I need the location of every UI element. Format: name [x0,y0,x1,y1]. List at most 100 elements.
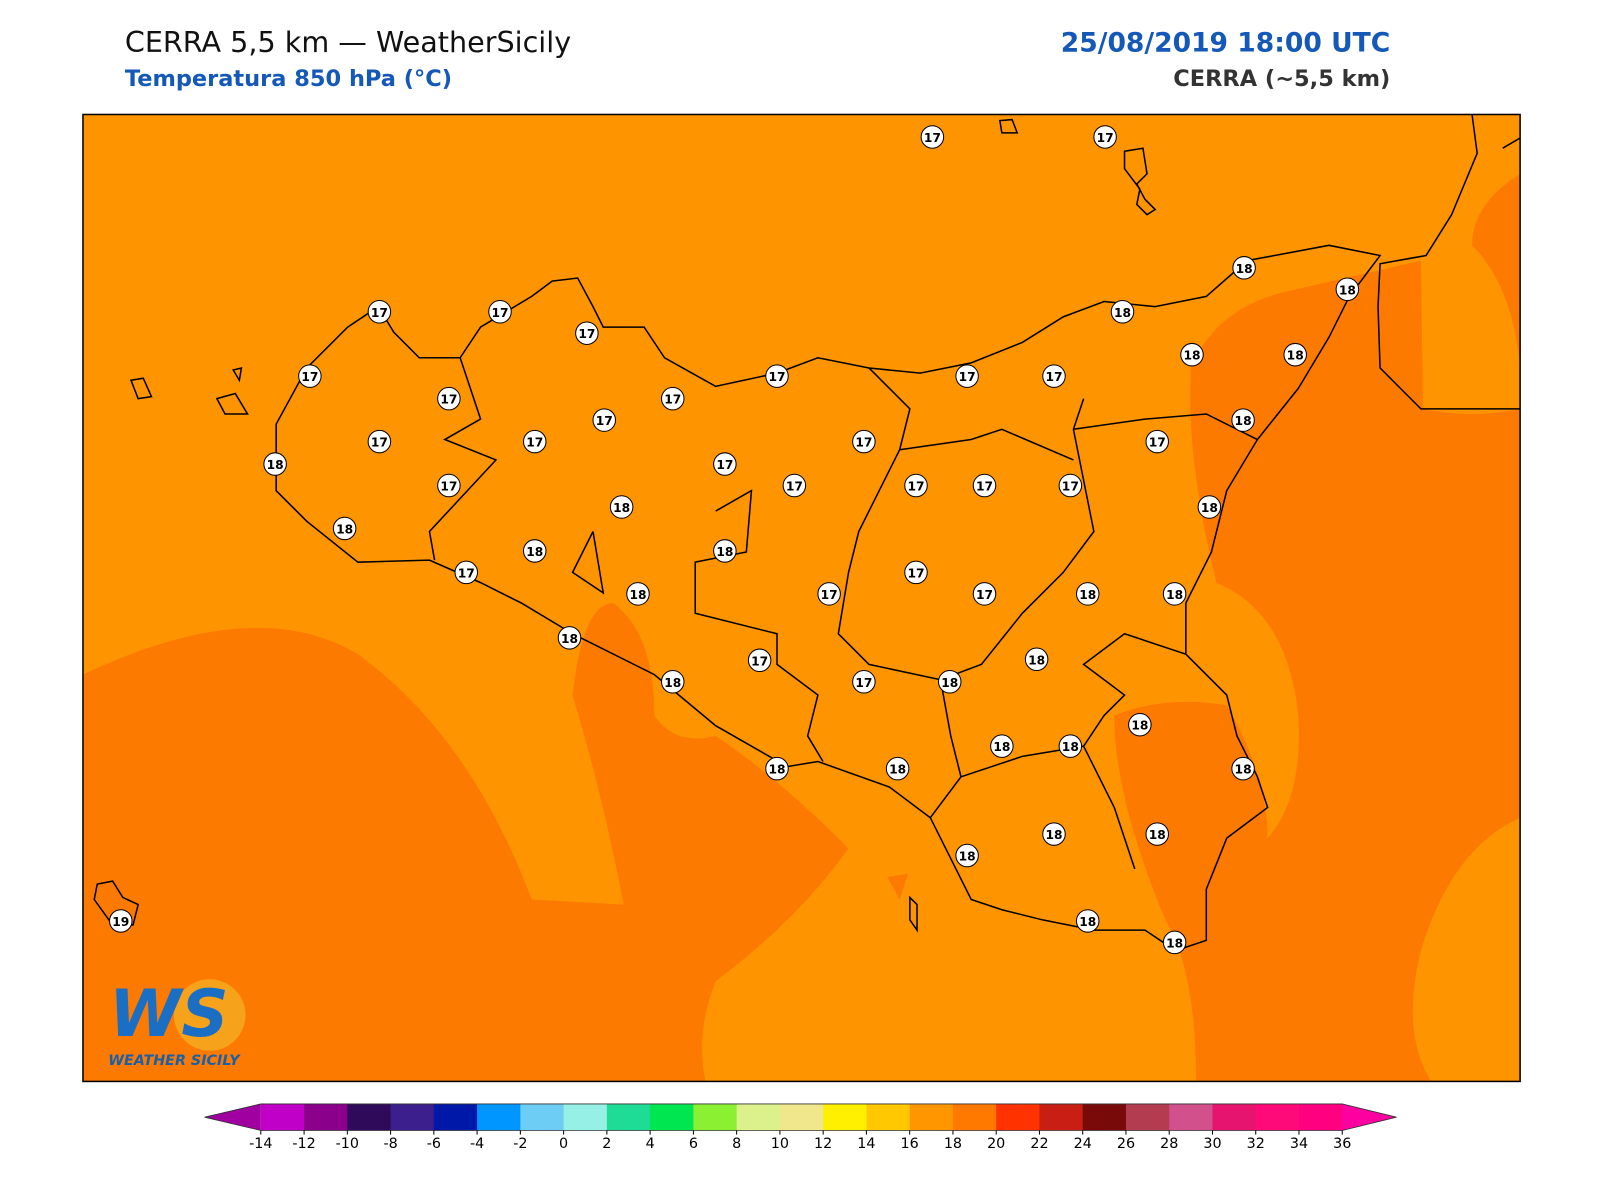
station-marker [367,300,392,324]
colorbar-tick-label: 6 [689,1136,698,1152]
colorbar-segment [1039,1103,1084,1131]
station-marker [1075,909,1100,933]
colorbar-tick-label: 26 [1117,1136,1135,1152]
colorbar-tick-label: -4 [470,1136,484,1152]
title: CERRA 5,5 km — WeatherSicily [125,25,571,59]
station-marker [488,300,512,324]
station-value: 17 [716,458,733,472]
colorbar-segment [433,1103,478,1131]
station: 17 [367,300,392,324]
colorbar-tick-label: 4 [646,1136,655,1152]
station-marker [713,452,737,476]
station: 17 [972,473,997,498]
station-value: 18 [629,588,646,602]
station-value: 18 [1339,283,1356,297]
map-frame [82,113,1521,1083]
station-value: 17 [1045,370,1062,384]
station-marker [522,429,547,454]
station: 18 [263,452,287,476]
station-value: 18 [1183,349,1200,363]
station-value: 17 [976,480,993,494]
station-value: 18 [613,501,630,515]
colorbar-segment [996,1103,1040,1131]
station: 18 [557,626,582,650]
station-marker [557,626,582,650]
station: 18 [1042,822,1066,846]
station-marker [660,386,685,411]
station-value: 17 [907,480,924,494]
station-value: 18 [1062,740,1079,754]
station: 17 [765,364,789,388]
station: 17 [488,300,512,324]
station: 17 [904,560,928,585]
station-marker [1162,582,1187,606]
station: 18 [937,670,962,694]
station-value: 18 [1235,763,1252,777]
colorbar-tick-label: 10 [771,1136,789,1152]
station: 17 [454,560,479,585]
station-marker [626,582,650,606]
station: 17 [955,364,979,388]
station-marker [765,364,789,388]
colorbar-segment [736,1103,781,1131]
station-value: 18 [1166,588,1183,602]
station-marker [1197,495,1222,519]
station-value: 18 [1201,501,1218,515]
station: 17 [367,429,392,454]
station: 18 [1075,909,1100,933]
station-marker [1231,408,1255,432]
station-marker [765,756,789,781]
station-value: 18 [1166,936,1183,950]
station-value: 17 [526,436,543,450]
station-marker [904,560,928,585]
colorbar-segment [260,1103,305,1131]
station: 18 [1180,342,1204,367]
station: 19 [109,909,133,933]
colorbar-tick-label: 28 [1160,1136,1178,1152]
station: 18 [1335,277,1360,302]
station-marker [1024,647,1049,672]
station: 18 [1232,256,1256,280]
colorbar-segment [477,1103,521,1131]
colorbar-segment [347,1103,392,1131]
station-value: 18 [1028,653,1045,667]
station: 18 [1162,582,1187,606]
station-marker [575,321,599,345]
station-marker [263,452,287,476]
colorbar-tick-label: 12 [814,1136,832,1152]
colorbar-tick-label: -2 [513,1136,527,1152]
colorbar-tick-label: 18 [944,1136,962,1152]
station-marker [972,473,997,498]
station: 17 [437,473,461,498]
station-value: 17 [458,566,475,580]
station-value: 18 [889,763,906,777]
station-marker [1093,125,1117,149]
colorbar-tick-label: -14 [249,1136,272,1152]
station: 18 [522,539,547,563]
station-value: 17 [855,436,872,450]
colorbar-tick-label: 0 [559,1136,568,1152]
station-value: 17 [491,306,508,320]
colorbar-segment [520,1103,565,1131]
station-marker [1180,342,1204,367]
station-marker [817,582,841,606]
colorbar-segment [693,1103,738,1131]
station-marker [1058,473,1083,498]
stations: 17 17 18 18 17 17 17 18 18 18 17 17 17 17 17 17 17 18 17 17… [109,125,1360,955]
station-value: 18 [1235,414,1252,428]
colorbar-segment [304,1103,348,1131]
logo-mark: WS [109,976,228,1052]
station-value: 18 [1236,262,1253,276]
station: 17 [660,386,685,411]
station: 17 [817,582,841,606]
station-value: 17 [596,414,613,428]
station-marker [1231,756,1255,781]
station-value: 17 [1149,436,1166,450]
station-value: 17 [768,370,785,384]
station-marker [713,539,737,563]
colorbar-tick-label: 34 [1290,1136,1308,1152]
colorbar-tick-label: 22 [1030,1136,1048,1152]
station-marker [332,516,357,541]
station: 18 [1162,930,1187,955]
